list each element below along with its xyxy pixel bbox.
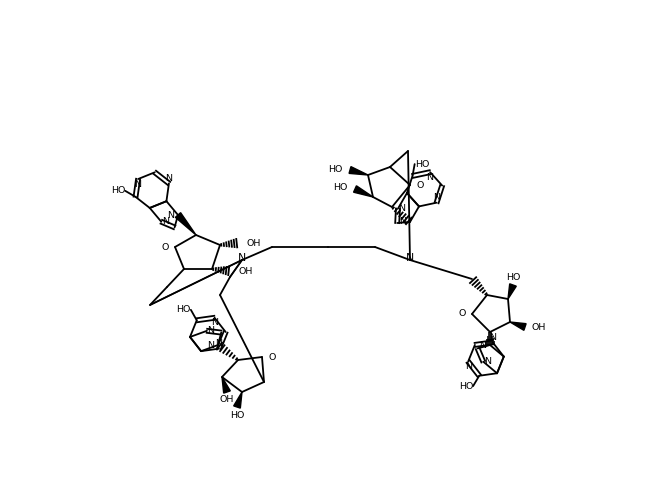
Text: OH: OH — [220, 396, 234, 405]
Text: N: N — [207, 327, 215, 335]
Text: HO: HO — [506, 272, 520, 281]
Polygon shape — [508, 284, 516, 299]
Text: N: N — [433, 193, 440, 202]
Text: N: N — [484, 357, 490, 366]
Text: N: N — [406, 253, 414, 263]
Text: N: N — [135, 179, 141, 188]
Text: HO: HO — [333, 182, 347, 191]
Text: N: N — [464, 362, 472, 371]
Text: N: N — [426, 172, 434, 182]
Text: O: O — [416, 180, 423, 189]
Text: N: N — [399, 218, 406, 227]
Text: N: N — [398, 204, 405, 213]
Text: N: N — [167, 211, 174, 220]
Text: N: N — [165, 174, 173, 183]
Text: O: O — [268, 352, 275, 361]
Text: HO: HO — [177, 305, 191, 314]
Polygon shape — [175, 213, 196, 235]
Text: HO: HO — [230, 411, 244, 419]
Text: OH: OH — [246, 239, 260, 248]
Text: O: O — [162, 243, 169, 251]
Polygon shape — [354, 186, 373, 197]
Polygon shape — [150, 260, 242, 305]
Text: OH: OH — [238, 266, 252, 275]
Text: N: N — [207, 340, 214, 349]
Text: HO: HO — [458, 382, 473, 391]
Text: N: N — [162, 217, 169, 226]
Polygon shape — [510, 322, 526, 331]
Text: O: O — [458, 310, 466, 319]
Text: OH: OH — [532, 324, 546, 332]
Polygon shape — [233, 392, 242, 408]
Text: N: N — [479, 340, 486, 349]
Text: N: N — [489, 333, 496, 342]
Text: HO: HO — [111, 186, 125, 195]
Polygon shape — [222, 377, 230, 393]
Text: N: N — [211, 318, 218, 328]
Text: HO: HO — [415, 160, 429, 168]
Text: N: N — [238, 253, 246, 263]
Polygon shape — [230, 260, 242, 277]
Text: N: N — [215, 339, 222, 348]
Polygon shape — [349, 166, 368, 175]
Text: HO: HO — [328, 166, 342, 174]
